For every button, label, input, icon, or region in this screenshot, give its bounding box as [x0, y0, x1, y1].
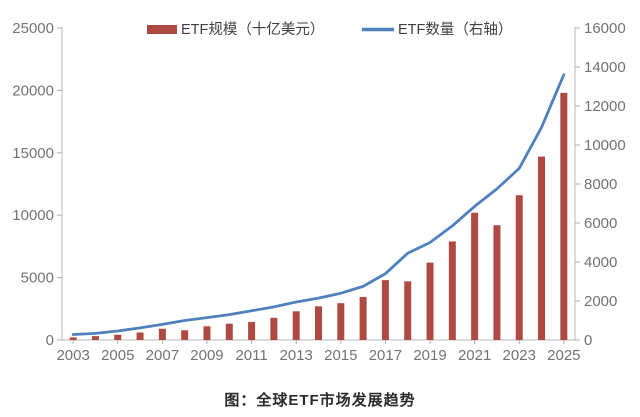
x-tick-label: 2019 [413, 347, 446, 364]
bar-2015 [337, 303, 345, 340]
y-left-tick-label: 20000 [12, 82, 54, 99]
y-right-tick-label: 12000 [584, 98, 626, 115]
y-right-tick-label: 8000 [584, 176, 617, 193]
chart-legend: ETF规模（十亿美元） ETF数量（右轴） [147, 21, 512, 38]
x-tick-label: 2021 [458, 347, 491, 364]
x-tick-label: 2005 [101, 347, 134, 364]
etf-combo-chart: 0 5000 10000 15000 20000 25000 0 2000 4000 6000 80… [12, 20, 625, 364]
x-tick-label: 2015 [324, 347, 357, 364]
bar-2009 [203, 326, 211, 340]
bar-2019 [426, 262, 434, 340]
bar-2014 [315, 306, 322, 340]
x-tick-label: 2017 [369, 347, 402, 364]
bar-2021 [471, 212, 479, 340]
bar-2007 [158, 328, 166, 340]
y-left-tick-label: 15000 [12, 145, 54, 162]
y-right-tick-label: 4000 [584, 254, 617, 271]
y-left-tick-label: 10000 [12, 207, 54, 224]
bar-2018 [404, 281, 412, 340]
x-tick-label: 2025 [547, 347, 580, 364]
y-left-tick-label: 25000 [12, 20, 54, 37]
x-tick-label: 2003 [56, 347, 89, 364]
y-right-tick-label: 0 [584, 332, 592, 349]
bar-2016 [359, 296, 367, 340]
figure-caption: 图：全球ETF市场发展趋势 [224, 392, 416, 409]
x-tick-label: 2007 [146, 347, 179, 364]
y-right-tick-label: 2000 [584, 293, 617, 310]
bar-2004 [91, 336, 99, 340]
y-right-tick-label: 10000 [584, 137, 626, 154]
bar-2020 [448, 241, 456, 340]
y-right-tick-label: 6000 [584, 215, 617, 232]
bar-2003 [69, 337, 77, 340]
y-left-tick-label: 0 [46, 332, 54, 349]
plot-area: 0 5000 10000 15000 20000 25000 0 2000 4000 6000 80… [12, 20, 625, 364]
x-tick-label: 2009 [190, 347, 223, 364]
y-right-tick-label: 14000 [584, 59, 626, 76]
bar-2005 [114, 334, 122, 340]
bar-2012 [270, 317, 278, 340]
x-tick-label: 2023 [503, 347, 536, 364]
bar-2013 [292, 311, 300, 340]
bar-2024 [538, 156, 546, 340]
legend-line-label: ETF数量（右轴） [398, 21, 512, 38]
bar-2010 [225, 323, 233, 340]
legend-bar-label: ETF规模（十亿美元） [181, 21, 324, 38]
bar-2023 [515, 195, 523, 340]
etf-count-line [71, 73, 566, 336]
bar-2008 [181, 330, 189, 340]
y-right-tick-label: 16000 [584, 20, 626, 37]
bar-2017 [381, 280, 389, 340]
legend-bar-swatch-icon [147, 25, 177, 34]
bar-2022 [493, 225, 501, 340]
bar-2011 [248, 321, 256, 340]
bar-2025 [560, 92, 568, 340]
x-tick-label: 2011 [235, 347, 267, 364]
x-tick-label: 2013 [280, 347, 313, 364]
y-left-tick-label: 5000 [21, 270, 54, 287]
bar-2006 [136, 332, 144, 340]
